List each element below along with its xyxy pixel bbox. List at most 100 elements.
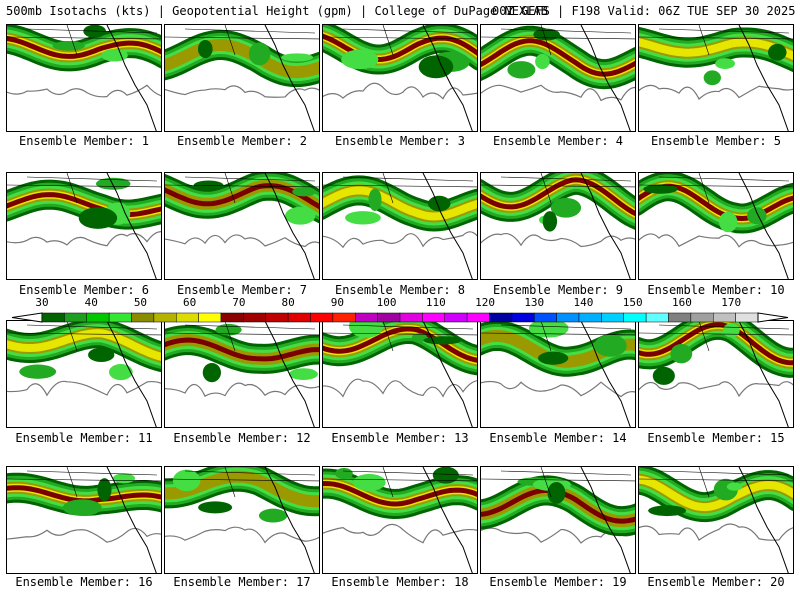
- height-contour: [639, 233, 793, 248]
- ensemble-panel: [322, 466, 478, 574]
- ensemble-map: [323, 321, 477, 427]
- isotach-band: [7, 329, 161, 361]
- ensemble-caption: Ensemble Member: 18: [331, 575, 469, 589]
- colorbar-swatch: [489, 312, 513, 323]
- ensemble-panel: [638, 320, 794, 428]
- colorbar-tick-label: 130: [524, 296, 545, 309]
- ensemble-panel: [638, 172, 794, 280]
- colorbar-swatch: [108, 312, 132, 323]
- political-borders: [165, 25, 319, 56]
- ensemble-caption: Ensemble Member: 10: [647, 283, 785, 297]
- height-contour: [165, 526, 319, 544]
- ensemble-panel: [480, 320, 636, 428]
- ensemble-panel: [6, 466, 162, 574]
- isotach-cell: [341, 49, 379, 70]
- ensemble-map: [165, 25, 319, 131]
- isotach-cell: [547, 482, 566, 504]
- height-contour: [481, 380, 635, 398]
- height-contour: [7, 527, 161, 543]
- ensemble-map: [323, 173, 477, 279]
- political-borders: [7, 25, 161, 56]
- political-borders: [481, 321, 635, 352]
- product-title: 500mb Isotachs (kts) | Geopotential Heig…: [6, 4, 548, 18]
- ensemble-panel: [164, 172, 320, 280]
- isotach-band: [639, 475, 793, 512]
- isotach-cell: [722, 323, 740, 338]
- political-borders: [481, 173, 635, 204]
- height-contour: [323, 82, 477, 100]
- isotach-band: [323, 186, 477, 221]
- political-borders: [7, 173, 161, 204]
- coastline: [106, 321, 157, 427]
- ensemble-panel: [480, 172, 636, 280]
- isotach-cell: [747, 207, 767, 225]
- isotach-cell: [594, 334, 627, 357]
- isotach-cell: [62, 499, 102, 516]
- isotach-cell: [172, 469, 201, 492]
- isotach-cell: [88, 347, 115, 363]
- isotach-cell: [97, 478, 112, 502]
- colorbar-swatch: [131, 312, 155, 323]
- ensemble-panel: [322, 172, 478, 280]
- isotach-cell: [101, 49, 128, 62]
- coastline: [264, 25, 315, 131]
- ensemble-caption: Ensemble Member: 13: [331, 431, 469, 445]
- isotach-band: [7, 192, 161, 218]
- coastline: [738, 25, 789, 131]
- ensemble-panel: [6, 320, 162, 428]
- colorbar-swatch: [713, 312, 736, 323]
- isotach-cell: [703, 70, 721, 86]
- isotach-cell: [281, 53, 314, 62]
- isotach-cell: [423, 336, 462, 345]
- colorbar-swatch: [623, 312, 647, 323]
- ensemble-map: [639, 467, 793, 573]
- colorbar-swatch: [399, 312, 423, 323]
- ensemble-caption: Ensemble Member: 15: [647, 431, 785, 445]
- coastline: [738, 173, 789, 279]
- isotach-cell: [202, 362, 221, 383]
- isotach-cell: [258, 508, 288, 523]
- colorbar-swatch: [645, 312, 669, 323]
- isotach-cell: [507, 61, 536, 79]
- colorbar-swatch: [511, 312, 535, 323]
- isotach-band: [165, 337, 319, 362]
- isotach-cell: [538, 351, 569, 365]
- ensemble-panel: [6, 172, 162, 280]
- isotach-cell: [368, 188, 382, 211]
- isotach-band: [323, 326, 477, 363]
- ensemble-map: [481, 467, 635, 573]
- colorbar-swatch: [265, 312, 289, 323]
- coastline: [106, 467, 157, 573]
- colorbar-swatch: [668, 312, 692, 323]
- colorbar-swatch: [377, 312, 401, 323]
- isotach-colorbar: [0, 309, 800, 323]
- coastline: [422, 25, 473, 131]
- ensemble-caption: Ensemble Member: 16: [15, 575, 153, 589]
- ensemble-map: [639, 25, 793, 131]
- coastline: [580, 173, 631, 279]
- isotach-cell: [643, 184, 678, 194]
- ensemble-caption: Ensemble Member: 20: [647, 575, 785, 589]
- colorbar-tick-label: 170: [721, 296, 742, 309]
- isotach-cell: [292, 187, 317, 197]
- ensemble-map: [7, 321, 161, 427]
- ensemble-map: [165, 467, 319, 573]
- ensemble-panel: [164, 24, 320, 132]
- ensemble-caption: Ensemble Member: 6: [18, 283, 150, 297]
- isotach-band: [323, 33, 477, 63]
- ensemble-panel: [480, 24, 636, 132]
- ensemble-panel: [638, 466, 794, 574]
- run-valid-time: 00Z GEFS | F198 Valid: 06Z TUE SEP 30 20…: [492, 4, 796, 18]
- political-borders: [7, 467, 161, 498]
- colorbar-tick-label: 90: [330, 296, 344, 309]
- isotach-cell: [52, 41, 85, 51]
- coastline: [106, 25, 157, 131]
- coastline: [738, 467, 789, 573]
- colorbar-swatch: [422, 312, 445, 323]
- political-borders: [165, 173, 319, 204]
- colorbar-swatch: [243, 312, 266, 323]
- colorbar-swatch: [198, 312, 222, 323]
- ensemble-map: [481, 25, 635, 131]
- height-contour: [323, 231, 477, 249]
- height-contour: [165, 234, 319, 248]
